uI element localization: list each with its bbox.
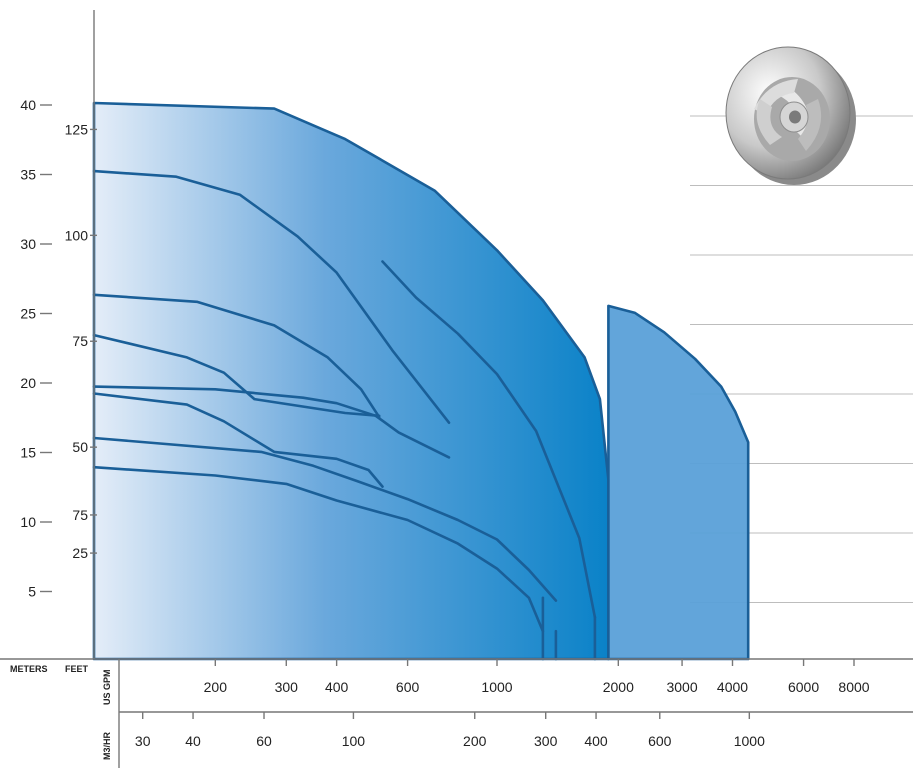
m3hr-tick-4: 200 bbox=[463, 733, 487, 749]
feet-tick-5: 25 bbox=[72, 545, 88, 561]
m3hr-tick-5: 300 bbox=[534, 733, 558, 749]
feet-tick-1: 100 bbox=[65, 227, 89, 243]
gpm-tick-1: 300 bbox=[275, 679, 299, 695]
gpm-tick-8: 6000 bbox=[788, 679, 819, 695]
region-extended bbox=[607, 304, 750, 661]
meters-tick-4: 20 bbox=[20, 375, 36, 391]
gpm-tick-3: 600 bbox=[396, 679, 420, 695]
x-axis-us-gpm: 200 300 400 600 1000 2000 3000 4000 6000 8000 bbox=[204, 659, 870, 695]
y-axis-meters: 40 35 30 25 20 15 10 5 bbox=[20, 97, 52, 600]
curve-main-2 bbox=[92, 333, 381, 418]
curve-main-5 bbox=[92, 436, 558, 602]
curve-main-7 bbox=[381, 260, 597, 619]
gpm-tick-2: 400 bbox=[325, 679, 349, 695]
meters-tick-7: 5 bbox=[28, 584, 36, 600]
m3hr-tick-1: 40 bbox=[185, 733, 201, 749]
meters-unit-label: METERS bbox=[10, 664, 48, 674]
m3hr-unit-label: M3/HR bbox=[102, 731, 112, 760]
meters-tick-5: 15 bbox=[20, 445, 36, 461]
m3hr-tick-2: 60 bbox=[256, 733, 272, 749]
curve-main-6 bbox=[92, 465, 545, 633]
curve-main-0 bbox=[92, 169, 451, 424]
curve-main-3 bbox=[92, 385, 451, 459]
gpm-tick-4: 1000 bbox=[481, 679, 512, 695]
m3hr-tick-0: 30 bbox=[135, 733, 151, 749]
usgpm-unit-label: US GPM bbox=[102, 669, 112, 705]
gpm-tick-6: 3000 bbox=[666, 679, 697, 695]
m3hr-tick-7: 600 bbox=[648, 733, 672, 749]
feet-tick-4: 75 bbox=[72, 507, 88, 523]
y-axis-feet: 125 100 75 50 75 25 bbox=[65, 121, 97, 561]
feet-tick-0: 125 bbox=[65, 121, 89, 137]
feet-tick-3: 50 bbox=[72, 439, 88, 455]
x-axis-m3hr: 30 40 60 100 200 300 400 600 1000 bbox=[135, 712, 765, 749]
performance-curves bbox=[92, 169, 597, 661]
gpm-tick-7: 4000 bbox=[717, 679, 748, 695]
meters-tick-3: 25 bbox=[20, 306, 36, 322]
meters-tick-2: 30 bbox=[20, 236, 36, 252]
gpm-tick-5: 2000 bbox=[603, 679, 634, 695]
feet-unit-label: FEET bbox=[65, 664, 89, 674]
gpm-tick-9: 8000 bbox=[838, 679, 869, 695]
meters-tick-0: 40 bbox=[20, 97, 36, 113]
curve-main-4 bbox=[92, 392, 384, 488]
curve-main-1 bbox=[92, 293, 381, 419]
m3hr-tick-6: 400 bbox=[584, 733, 608, 749]
feet-tick-2: 75 bbox=[72, 333, 88, 349]
impeller-image bbox=[725, 46, 856, 185]
meters-tick-1: 35 bbox=[20, 167, 36, 183]
gpm-tick-0: 200 bbox=[204, 679, 228, 695]
m3hr-tick-8: 1000 bbox=[734, 733, 765, 749]
m3hr-tick-3: 100 bbox=[342, 733, 366, 749]
meters-tick-6: 10 bbox=[20, 514, 36, 530]
coverage-regions bbox=[92, 101, 750, 661]
